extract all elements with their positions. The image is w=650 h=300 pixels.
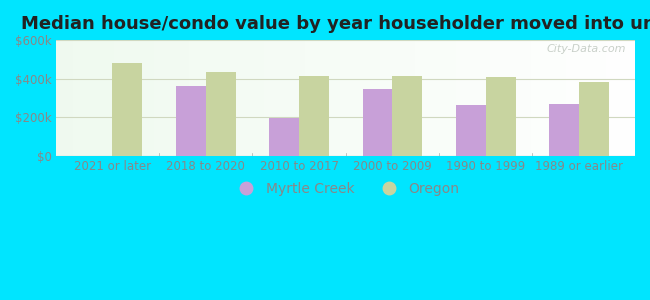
Bar	[269, 118, 299, 156]
Bar	[176, 86, 206, 156]
Bar	[486, 77, 515, 156]
Text: City-Data.com: City-Data.com	[547, 44, 627, 54]
Bar	[112, 63, 142, 156]
Bar	[363, 89, 393, 156]
Bar	[579, 82, 609, 156]
Bar	[393, 76, 422, 156]
Bar	[206, 72, 236, 156]
Title: Median house/condo value by year householder moved into unit: Median house/condo value by year househo…	[21, 15, 650, 33]
Bar	[299, 76, 329, 156]
Bar	[549, 104, 579, 156]
Bar	[456, 105, 486, 156]
Legend: Myrtle Creek, Oregon: Myrtle Creek, Oregon	[227, 177, 465, 202]
